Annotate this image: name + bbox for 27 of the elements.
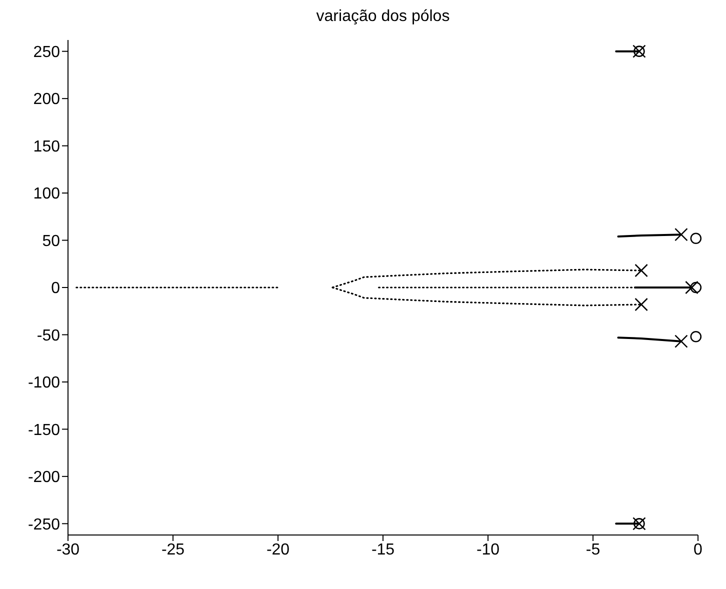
- point: [674, 334, 688, 348]
- x-tick-label: -25: [161, 541, 185, 558]
- y-tick-label: -200: [28, 469, 60, 486]
- x-tick-label: -20: [266, 541, 290, 558]
- y-tick-label: 250: [33, 44, 60, 62]
- point: [685, 280, 698, 294]
- y-tick-label: 50: [42, 232, 60, 250]
- point: [674, 228, 688, 242]
- chart-title: variação dos pólos: [315, 8, 451, 27]
- point: [690, 282, 702, 294]
- point: [634, 298, 648, 312]
- x-tick-label: 0: [694, 541, 703, 558]
- x-tick-label: -5: [586, 541, 600, 558]
- x-tick-label: -30: [56, 541, 80, 558]
- x-tick-label: -10: [476, 541, 500, 558]
- point: [690, 330, 702, 342]
- y-tick-label: -250: [28, 516, 60, 534]
- point: [634, 264, 648, 278]
- x-tick-label: -15: [371, 541, 395, 558]
- y-tick-label: -50: [36, 327, 60, 344]
- y-tick-label: 200: [33, 91, 60, 108]
- point: [690, 232, 702, 244]
- y-tick-label: -100: [28, 374, 60, 392]
- y-tick-label: 0: [51, 280, 60, 298]
- y-tick-label: 150: [33, 138, 60, 156]
- y-tick-label: -150: [28, 422, 60, 439]
- y-tick-label: 100: [33, 186, 60, 203]
